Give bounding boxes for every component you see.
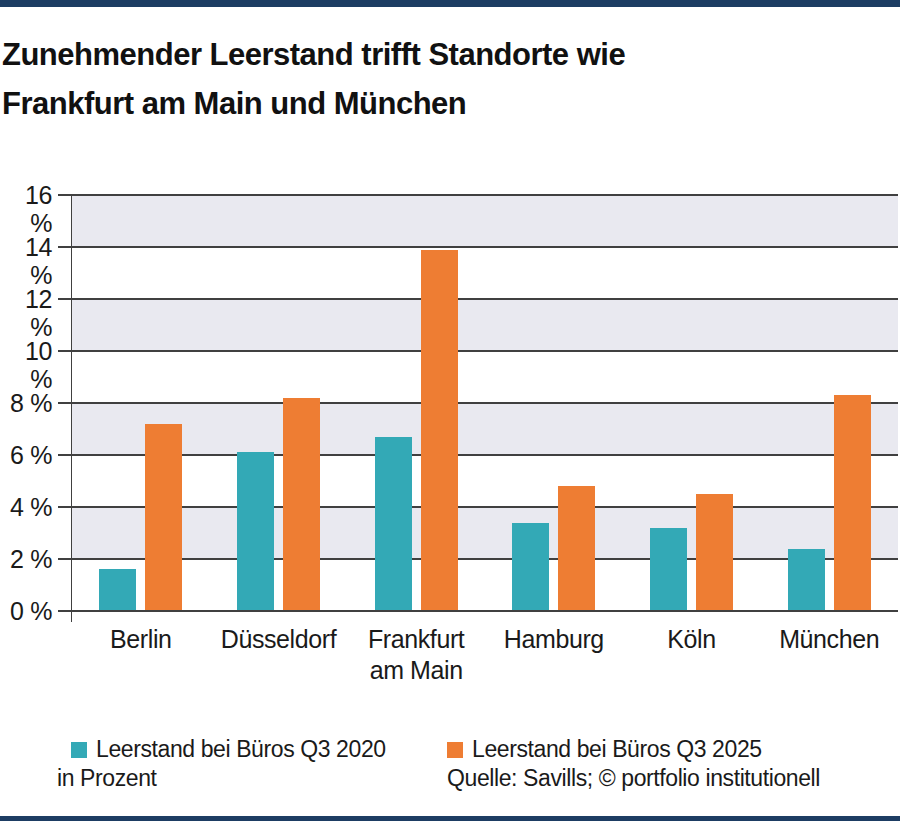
- bar-hamburg-series-0: [512, 523, 549, 611]
- legend-swatch-q3-2025-icon: [447, 742, 463, 758]
- y-axis-tick-label: 14 %: [0, 233, 52, 261]
- y-axis-tick-label: 16 %: [0, 181, 52, 209]
- bar-berlin-series-1: [145, 424, 182, 611]
- grid-band: [72, 195, 898, 247]
- grid-line: [72, 402, 898, 404]
- legend-label-q3-2020: Leerstand bei Büros Q3 2020: [96, 735, 386, 764]
- x-axis-label: München: [735, 624, 900, 655]
- grid-line: [72, 298, 898, 300]
- x-axis-baseline: [72, 610, 898, 612]
- y-axis-tick-label: 2 %: [0, 545, 52, 573]
- y-axis-tick-label: 6 %: [0, 441, 52, 469]
- grid-line: [72, 506, 898, 508]
- y-axis-tick-label: 0 %: [0, 597, 52, 625]
- x-axis-label-line: München: [735, 624, 900, 655]
- bar-frankfurt-am-main-series-1: [421, 250, 458, 611]
- grid-band: [72, 507, 898, 559]
- grid-line: [72, 454, 898, 456]
- grid-line: [72, 246, 898, 248]
- bottom-rule: [0, 816, 900, 821]
- grid-band: [72, 403, 898, 455]
- bar-m-nchen-series-1: [834, 395, 871, 611]
- bar-d-sseldorf-series-1: [283, 398, 320, 611]
- y-axis-tick-label: 4 %: [0, 493, 52, 521]
- legend-item-q3-2020: Leerstand bei Büros Q3 2020 in Prozent: [57, 735, 386, 793]
- grid-line: [72, 194, 898, 196]
- legend-swatch-q3-2020-icon: [71, 742, 87, 758]
- source-credit: Quelle: Savills; © portfolio institution…: [447, 764, 820, 793]
- bar-m-nchen-series-0: [788, 549, 825, 611]
- legend-label-q3-2025: Leerstand bei Büros Q3 2025: [472, 735, 762, 764]
- grid-line: [72, 558, 898, 560]
- bar-hamburg-series-1: [558, 486, 595, 611]
- y-axis-tick-label: 8 %: [0, 389, 52, 417]
- y-axis-tick-label: 10 %: [0, 337, 52, 365]
- bar-d-sseldorf-series-0: [237, 452, 274, 611]
- bar-berlin-series-0: [99, 569, 136, 611]
- bar-frankfurt-am-main-series-0: [375, 437, 412, 611]
- grid-line: [72, 350, 898, 352]
- bar-k-ln-series-0: [650, 528, 687, 611]
- y-axis-line: [71, 195, 73, 622]
- y-axis-tick-label: 12 %: [0, 285, 52, 313]
- x-axis-label-line: am Main: [322, 655, 510, 686]
- legend-item-q3-2025: Leerstand bei Büros Q3 2025 Quelle: Savi…: [447, 735, 820, 793]
- bar-k-ln-series-1: [696, 494, 733, 611]
- grid-band: [72, 299, 898, 351]
- legend-unit-note: in Prozent: [57, 764, 386, 793]
- bar-chart: 0 %2 %4 %6 %8 %10 %12 %14 %16 %BerlinDüs…: [0, 0, 900, 825]
